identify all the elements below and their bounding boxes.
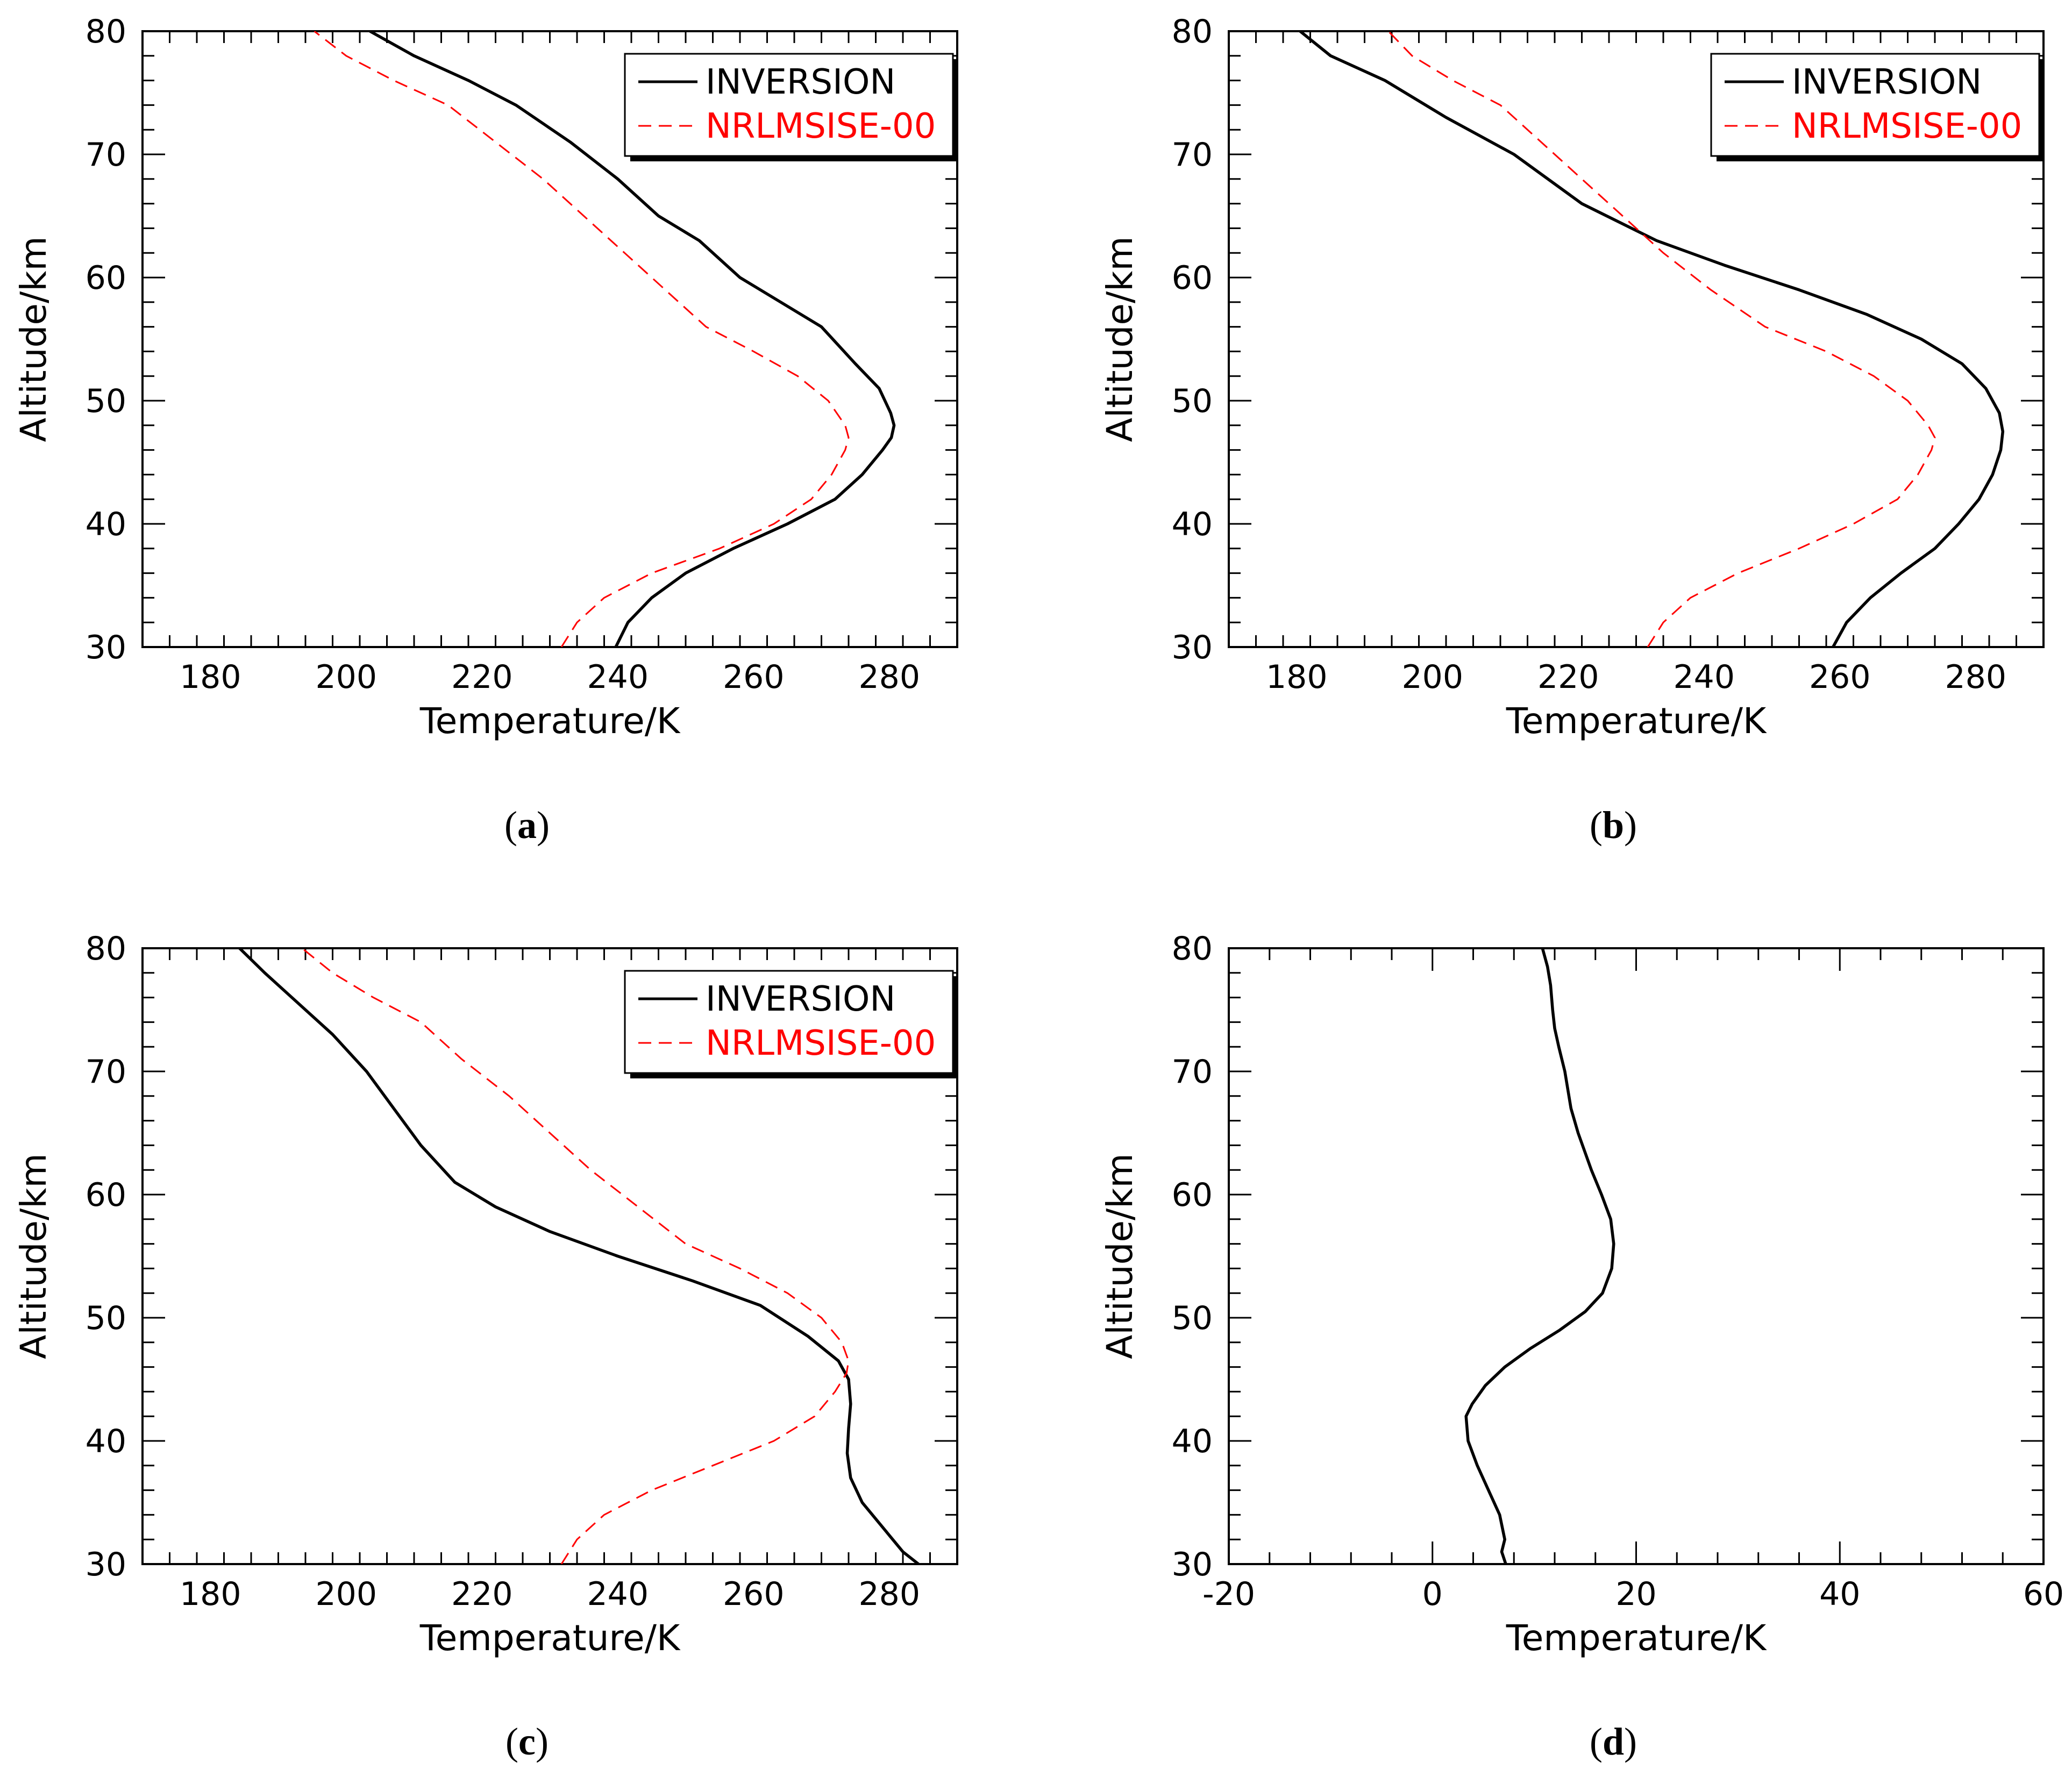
x-tick-label: 220: [451, 658, 513, 696]
x-tick-label: 60: [2023, 1575, 2064, 1613]
y-tick-label: 30: [1172, 629, 1213, 666]
y-tick-label: 70: [1172, 1053, 1213, 1091]
x-tick-label: 40: [1819, 1575, 1860, 1613]
panel-caption: (d): [1590, 1720, 1637, 1763]
y-tick-label: 40: [1172, 1423, 1213, 1460]
legend-label-inversion: INVERSION: [706, 979, 895, 1019]
y-axis-title: Altitude/km: [1099, 236, 1141, 442]
x-tick-label: 260: [1809, 658, 1871, 696]
x-tick-label: 280: [858, 1575, 920, 1613]
legend-box: [624, 53, 954, 157]
x-tick-label: 260: [723, 658, 785, 696]
x-axis-title: Temperature/K: [1506, 700, 1767, 742]
chart-panel-d: -20 0 20 40 60 30 40 50 60 70 80 Temperature/K Altit…: [1099, 930, 2064, 1763]
legend-label-inversion: INVERSION: [706, 62, 895, 102]
caption-paren-close: ): [536, 1720, 549, 1763]
x-tick-label: 200: [1401, 658, 1463, 696]
caption-letter: c: [518, 1720, 536, 1763]
x-tick-label: -20: [1202, 1575, 1255, 1613]
x-tick-label: 20: [1615, 1575, 1656, 1613]
y-tick-label: 80: [1172, 13, 1213, 51]
caption-paren-close: ): [1624, 1720, 1637, 1763]
series-line-inversion: [369, 31, 896, 647]
y-tick-label: 40: [86, 506, 126, 543]
x-tick-label: 240: [1673, 658, 1735, 696]
x-tick-label: 260: [723, 1575, 785, 1613]
y-tick-label: 40: [86, 1423, 126, 1460]
y-tick-label: 60: [86, 259, 126, 297]
series-line-nrlmsise-00: [301, 948, 850, 1564]
caption-paren-open: (: [504, 804, 517, 847]
x-tick-label: 200: [315, 1575, 377, 1613]
chart-panel-c: 180 200 220 240 260 280 30 40 50 60 70 80 Temperatur…: [13, 930, 958, 1763]
y-tick-label: 70: [1172, 136, 1213, 174]
caption-paren-open: (: [1590, 1720, 1603, 1763]
x-tick-label: 240: [587, 658, 649, 696]
x-tick-label: 180: [180, 658, 241, 696]
y-tick-label: 50: [86, 1299, 126, 1337]
x-tick-label: 220: [1537, 658, 1599, 696]
x-axis-title: Temperature/K: [419, 1617, 681, 1659]
y-tick-label: 80: [1172, 930, 1213, 968]
legend-label-nrlmsise-00: NRLMSISE-00: [706, 106, 936, 146]
series-line-difference: [1464, 948, 1615, 1564]
x-axis-title: Temperature/K: [419, 700, 681, 742]
y-tick-label: 80: [86, 13, 126, 51]
series-line-inversion: [1299, 31, 2005, 647]
y-tick-label: 70: [86, 1053, 126, 1091]
legend-label-inversion: INVERSION: [1792, 62, 1982, 102]
y-tick-label: 50: [1172, 1299, 1213, 1337]
caption-paren-close: ): [1624, 804, 1637, 847]
x-tick-label: 220: [451, 1575, 513, 1613]
x-tick-label: 200: [315, 658, 377, 696]
x-tick-label: 280: [858, 658, 920, 696]
legend-label-nrlmsise-00: NRLMSISE-00: [706, 1024, 936, 1063]
caption-letter: b: [1603, 804, 1624, 847]
legend-box: [624, 970, 954, 1074]
x-tick-label: 240: [587, 1575, 649, 1613]
y-tick-label: 60: [1172, 1176, 1213, 1214]
chart-panel-b: 180 200 220 240 260 280 30 40 50 60 70 80 Temperatur…: [1099, 13, 2045, 847]
chart-panel-a: 180 200 220 240 260 280 30 40 50 60 70 80 Temperatur…: [13, 13, 958, 847]
y-axis-title: Altitude/km: [13, 236, 54, 442]
caption-letter: a: [517, 804, 537, 847]
y-tick-label: 40: [1172, 506, 1213, 543]
series-line-nrlmsise-00: [1387, 31, 1936, 647]
x-tick-label: 180: [1266, 658, 1328, 696]
y-tick-label: 50: [86, 382, 126, 420]
y-axis-title: Altitude/km: [13, 1153, 54, 1359]
panel-caption: (b): [1590, 804, 1637, 847]
x-axis-title: Temperature/K: [1506, 1617, 1767, 1659]
x-tick-label: 0: [1422, 1575, 1443, 1613]
x-tick-label: 180: [180, 1575, 241, 1613]
legend-box: [1710, 53, 2040, 157]
y-axis-title: Altitude/km: [1099, 1153, 1141, 1359]
y-tick-label: 30: [86, 1546, 126, 1583]
y-tick-label: 30: [1172, 1546, 1213, 1583]
y-tick-label: 60: [86, 1176, 126, 1214]
plot-frame: [1228, 947, 2045, 1565]
panel-caption: (c): [505, 1720, 549, 1763]
legend-label-nrlmsise-00: NRLMSISE-00: [1792, 106, 2022, 146]
series-line-inversion: [238, 948, 920, 1564]
y-tick-label: 80: [86, 930, 126, 968]
y-tick-label: 50: [1172, 382, 1213, 420]
x-tick-label: 280: [1945, 658, 2006, 696]
caption-letter: d: [1603, 1720, 1624, 1763]
series-line-nrlmsise-00: [314, 31, 850, 647]
panel-caption: (a): [504, 804, 550, 847]
caption-paren-open: (: [505, 1720, 518, 1763]
caption-paren-open: (: [1590, 804, 1603, 847]
y-tick-label: 70: [86, 136, 126, 174]
y-tick-label: 60: [1172, 259, 1213, 297]
caption-paren-close: ): [537, 804, 550, 847]
y-tick-label: 30: [86, 629, 126, 666]
